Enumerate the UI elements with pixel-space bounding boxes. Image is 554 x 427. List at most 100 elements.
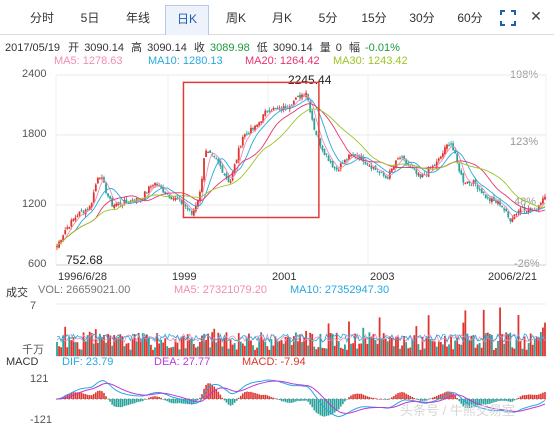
tab-5min[interactable]: 5分	[318, 11, 338, 25]
ma5-line	[56, 94, 546, 247]
volume-bar	[219, 338, 222, 356]
candle-body	[362, 156, 365, 162]
candle-body	[460, 170, 463, 175]
volume-bar	[309, 332, 312, 356]
volume-bar	[399, 348, 401, 356]
volume-bar	[437, 341, 440, 356]
volume-bar	[507, 334, 510, 356]
candle-body	[386, 177, 389, 179]
volume-bar	[544, 322, 546, 356]
macd-histogram-bar	[354, 393, 356, 399]
candle-body	[256, 124, 259, 127]
volume-bar	[109, 335, 112, 356]
volume-bar	[354, 333, 357, 356]
candle-body	[76, 215, 79, 217]
macd-histogram-bar	[348, 397, 350, 399]
volume-bar	[123, 346, 126, 356]
candle-body	[421, 174, 424, 178]
candle-body	[292, 100, 295, 105]
tab-60min[interactable]: 60分	[457, 11, 483, 25]
volume-bar	[503, 343, 506, 356]
chg-label: 幅	[348, 42, 360, 54]
macd-histogram-bar	[460, 399, 463, 404]
volume-bar	[60, 347, 63, 356]
macd-histogram-bar	[201, 394, 203, 399]
candle-body	[333, 167, 336, 169]
volume-bar	[272, 345, 275, 356]
volume-bar	[70, 340, 73, 356]
macd-histogram-bar	[90, 395, 93, 399]
macd-histogram-bar	[84, 394, 87, 399]
volume-unit: 千万	[22, 344, 44, 356]
macd-histogram-bar	[92, 393, 95, 399]
macd-histogram-bar	[158, 396, 160, 399]
macd-histogram-bar	[380, 398, 383, 400]
macd-histogram-bar	[164, 399, 167, 401]
candle-body	[223, 173, 226, 175]
candle-body	[145, 192, 148, 194]
macd-histogram-bar	[503, 399, 505, 401]
macd-histogram-bar	[246, 391, 248, 399]
tab-30min[interactable]: 30分	[409, 11, 435, 25]
candle-body	[237, 148, 240, 161]
candle-body	[280, 108, 283, 111]
volume-bar	[301, 342, 303, 356]
volume-bar	[527, 343, 530, 356]
macd-histogram-bar	[462, 399, 465, 407]
volume-bar	[199, 341, 201, 356]
volume-bar	[160, 339, 163, 356]
macd-histogram-bar	[244, 392, 246, 399]
candle-body	[503, 208, 506, 211]
macd-histogram-bar	[313, 399, 316, 411]
candle-body	[98, 177, 101, 179]
candle-body	[290, 104, 293, 106]
vol-value: 0	[335, 42, 342, 54]
candle-body	[86, 208, 89, 211]
candle-body	[82, 211, 85, 214]
tab-weekly-k[interactable]: 周K	[225, 11, 246, 25]
tab-15min[interactable]: 15分	[361, 11, 387, 25]
candle-body	[297, 95, 299, 97]
macd-histogram-bar	[333, 399, 336, 413]
macd-histogram-bar	[411, 396, 414, 399]
fullscreen-icon[interactable]	[500, 10, 516, 26]
macd-histogram-bar	[386, 399, 389, 400]
macd-histogram-bar	[229, 399, 232, 406]
tab-daily-k[interactable]: 日K	[165, 5, 209, 35]
candle-body	[392, 166, 395, 170]
macd-histogram-bar	[415, 399, 418, 400]
volume-bar	[150, 344, 152, 356]
macd-histogram-bar	[178, 399, 181, 404]
tab-monthly-k[interactable]: 月K	[271, 11, 292, 25]
candle-body	[254, 125, 256, 131]
macd-histogram-bar	[242, 393, 244, 399]
candle-body	[539, 202, 542, 205]
ma20-legend: MA20: 1264.42	[245, 55, 320, 67]
volume-bar	[276, 340, 279, 356]
price-tick-600: 600	[28, 258, 47, 270]
macd-histogram-bar	[156, 396, 158, 399]
tab-year[interactable]: 年线	[125, 11, 150, 25]
volume-bar	[143, 336, 146, 356]
macd-histogram-bar	[105, 396, 107, 399]
volume-bar	[243, 345, 246, 356]
candle-body	[268, 110, 271, 112]
high-value: 3090.14	[147, 42, 187, 54]
macd-histogram-bar	[111, 399, 113, 405]
macd-dea-line	[56, 380, 546, 414]
tab-intraday[interactable]: 分时	[29, 11, 54, 25]
tab-5day[interactable]: 5日	[80, 11, 100, 25]
candle-body	[462, 173, 465, 183]
macd-histogram-bar	[270, 397, 273, 399]
macd-histogram-bar	[182, 399, 185, 404]
volume-bar	[415, 326, 418, 356]
macd-histogram-bar	[335, 399, 338, 412]
macd-histogram-bar	[297, 399, 299, 401]
macd-histogram-bar	[278, 399, 281, 401]
volume-bar	[72, 337, 75, 356]
macd-histogram-bar	[421, 399, 424, 401]
macd-histogram-bar	[117, 399, 120, 408]
close-icon[interactable]: ✕	[530, 8, 542, 24]
candle-body	[90, 203, 93, 208]
